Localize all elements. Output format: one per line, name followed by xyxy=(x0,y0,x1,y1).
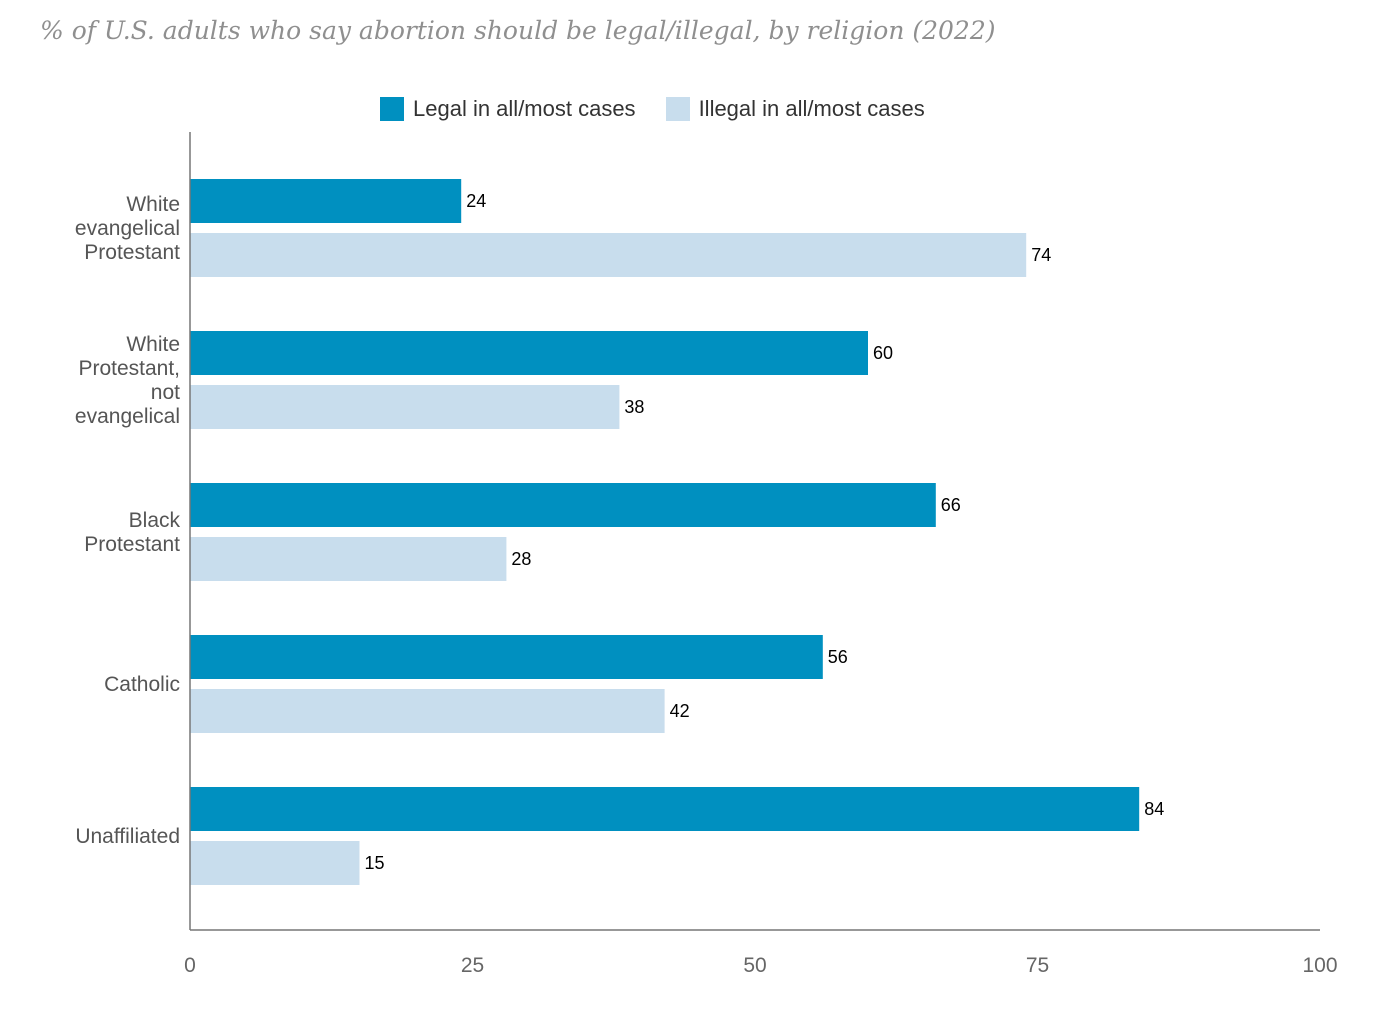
legend-item-legal: Legal in all/most cases xyxy=(380,96,636,122)
value-label: 42 xyxy=(670,701,690,721)
value-label: 60 xyxy=(873,343,893,363)
value-label: 56 xyxy=(828,647,848,667)
bar-legal xyxy=(190,331,868,375)
category-label: Protestant xyxy=(84,241,180,264)
category-label: Catholic xyxy=(104,673,180,696)
bar-legal xyxy=(190,179,462,223)
category-label: White xyxy=(126,193,180,216)
value-label: 74 xyxy=(1031,245,1051,265)
x-tick-label: 75 xyxy=(1026,954,1049,977)
category-label: Unaffiliated xyxy=(75,825,180,848)
x-tick-label: 25 xyxy=(461,954,484,977)
category-label: Protestant, xyxy=(78,357,180,380)
legend-label-illegal: Illegal in all/most cases xyxy=(698,96,925,121)
category-label: White xyxy=(126,333,180,356)
bar-illegal xyxy=(190,689,665,733)
bar-legal xyxy=(190,635,823,679)
value-label: 28 xyxy=(511,549,531,569)
value-label: 66 xyxy=(941,495,961,515)
bar-illegal xyxy=(190,841,360,885)
category-label: Protestant xyxy=(84,533,180,556)
value-label: 15 xyxy=(365,853,385,873)
value-label: 38 xyxy=(624,397,644,417)
legend: Legal in all/most cases Illegal in all/m… xyxy=(380,94,955,124)
category-label: not xyxy=(151,381,180,404)
bar-illegal xyxy=(190,385,620,429)
category-label: evangelical xyxy=(75,405,180,428)
legend-label-legal: Legal in all/most cases xyxy=(413,96,636,121)
x-tick-label: 100 xyxy=(1302,954,1337,977)
value-label: 24 xyxy=(466,191,486,211)
bar-illegal xyxy=(190,233,1027,277)
value-label: 84 xyxy=(1144,799,1164,819)
bar-illegal xyxy=(190,537,507,581)
legend-swatch-legal xyxy=(380,97,404,121)
category-label: evangelical xyxy=(75,217,180,240)
bar-legal xyxy=(190,483,936,527)
legend-item-illegal: Illegal in all/most cases xyxy=(665,96,925,122)
x-tick-label: 50 xyxy=(743,954,766,977)
category-label: Black xyxy=(129,509,181,532)
legend-swatch-illegal xyxy=(665,97,690,121)
bar-legal xyxy=(190,787,1140,831)
x-tick-label: 0 xyxy=(184,954,196,977)
chart-title: % of U.S. adults who say abortion should… xyxy=(40,16,996,45)
